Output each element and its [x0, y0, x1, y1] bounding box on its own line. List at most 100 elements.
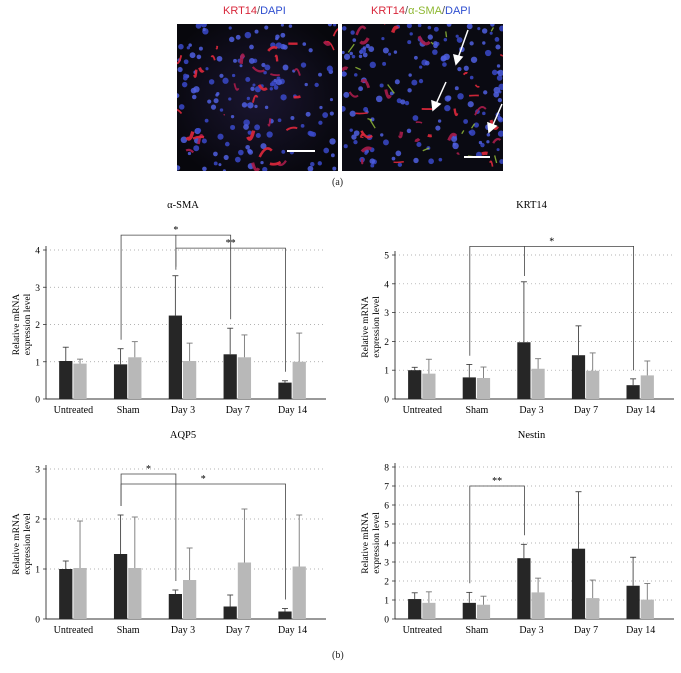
nucleus-dot: [477, 27, 481, 31]
nucleus-dot: [494, 37, 500, 42]
nucleus-dot: [407, 88, 412, 93]
nucleus-dot: [178, 104, 185, 110]
nucleus-dot: [467, 101, 474, 108]
nucleus-dot: [183, 73, 188, 78]
nucleus-dot: [409, 32, 413, 36]
nucleus-dot: [262, 166, 268, 171]
nucleus-dot: [349, 51, 353, 56]
title-segment: α-SMA: [408, 5, 442, 17]
nucleus-dot: [435, 125, 441, 131]
nucleus-dot: [231, 73, 236, 78]
keratin-fiber: [258, 147, 273, 158]
nucleus-dot: [375, 95, 383, 103]
nucleus-dot: [413, 55, 418, 60]
nucleus-dot: [368, 46, 375, 52]
bar: [422, 602, 436, 619]
keratin-fiber: [251, 66, 265, 73]
x-tick-label: Sham: [466, 405, 489, 416]
nucleus-dot: [484, 49, 492, 57]
nucleus-dot: [254, 124, 261, 131]
nucleus-dot: [230, 115, 235, 119]
y-tick-label: 1: [35, 358, 40, 368]
keratin-fiber: [285, 126, 298, 131]
bar: [59, 569, 73, 619]
sma-fiber: [367, 118, 373, 121]
sma-fiber: [369, 119, 376, 129]
bar: [640, 375, 654, 399]
nucleus-dot: [463, 65, 469, 71]
nucleus-dot: [408, 73, 412, 77]
nucleus-dot: [198, 46, 203, 51]
y-tick-label: 3: [35, 466, 40, 476]
nucleus-dot: [329, 138, 336, 145]
nucleus-dot: [188, 43, 192, 47]
keratin-fiber: [391, 25, 400, 34]
nucleus-dot: [370, 163, 375, 168]
nucleus-dot: [495, 44, 501, 50]
nucleus-dot: [400, 99, 406, 105]
keratin-fiber: [359, 37, 370, 45]
y-axis-label: Relative mRNAexpression level: [361, 296, 382, 358]
nucleus-dot: [281, 149, 286, 154]
keratin-fiber: [198, 67, 205, 73]
nucleus-dot: [250, 86, 255, 91]
nucleus-dot: [388, 52, 392, 56]
nucleus-dot: [213, 161, 218, 166]
bar: [531, 592, 545, 619]
keratin-fiber: [384, 89, 392, 99]
nucleus-dot: [319, 105, 323, 110]
x-tick-label: Untreated: [54, 405, 93, 416]
bar: [408, 370, 422, 399]
nucleus-dot: [261, 62, 266, 68]
significance-label: **: [492, 476, 502, 487]
y-tick-label: 7: [384, 483, 389, 493]
nucleus-dot: [483, 90, 488, 95]
nucleus-dot: [427, 25, 432, 30]
nucleus-dot: [243, 119, 250, 126]
nucleus-dot: [444, 104, 451, 112]
significance-bracket: [120, 473, 177, 581]
nucleus-dot: [350, 30, 355, 35]
nucleus-dot: [463, 119, 469, 124]
nucleus-dot: [307, 165, 314, 171]
nucleus-dot: [358, 54, 363, 59]
nucleus-dot: [446, 24, 452, 27]
y-axis-label: Relative mRNAexpression level: [12, 293, 33, 355]
bar: [183, 361, 197, 399]
nucleus-dot: [246, 96, 250, 101]
y-tick-label: 1: [384, 367, 389, 377]
keratin-fiber: [252, 94, 259, 103]
nucleus-dot: [264, 64, 271, 71]
keratin-fiber: [185, 131, 195, 141]
keratin-fiber: [323, 40, 331, 46]
nucleus-dot: [499, 25, 503, 32]
nucleus-dot: [202, 166, 207, 171]
nucleus-dot: [365, 43, 370, 49]
significance-bracket: [120, 483, 286, 600]
nucleus-dot: [407, 40, 412, 45]
nucleus-dot: [496, 75, 503, 81]
nucleus-dot: [332, 166, 337, 171]
nucleus-dot: [457, 66, 462, 72]
keratin-fiber: [270, 73, 280, 77]
nucleus-dot: [252, 83, 256, 87]
keratin-fiber: [489, 160, 494, 167]
nucleus-dot: [353, 139, 358, 145]
nucleus-dot: [222, 169, 226, 171]
nucleus-dot: [308, 48, 313, 53]
keratin-fiber: [360, 78, 371, 89]
nucleus-dot: [481, 28, 488, 34]
nucleus-dot: [239, 64, 243, 68]
bar: [531, 368, 545, 399]
y-tick-label: 0: [35, 396, 40, 406]
nucleus-dot: [369, 158, 376, 164]
bar: [73, 363, 87, 399]
nucleus-dot: [391, 156, 396, 161]
keratin-fiber: [360, 146, 373, 153]
nucleus-dot: [191, 94, 197, 100]
nucleus-dot: [452, 142, 457, 146]
bar: [278, 611, 292, 619]
nucleus-dot: [233, 58, 237, 63]
nucleus-dot: [177, 66, 183, 73]
x-tick-label: Untreated: [403, 405, 442, 416]
